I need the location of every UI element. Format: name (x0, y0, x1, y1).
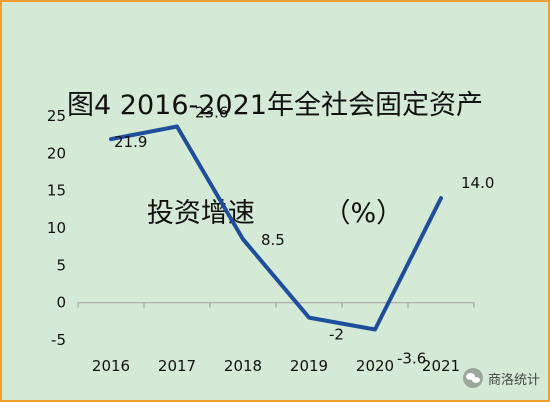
y-tick-label: 5 (56, 256, 66, 274)
x-axis: 2016 2017 2018 2019 2020 2021 (77, 302, 475, 375)
y-tick-label: -5 (51, 331, 66, 349)
chart-title: 图4 2016-2021年全社会固定资产 投资增速 （%） (2, 16, 548, 304)
x-tick-label: 2021 (422, 357, 460, 375)
y-tick-label: 20 (47, 144, 66, 162)
x-tick-label: 2016 (92, 357, 130, 375)
watermark-text: 商洛统计 (487, 372, 540, 388)
y-tick-label: 15 (47, 182, 66, 200)
chart-title-line2: 投资增速 （%） (146, 198, 404, 229)
data-label: 14.0 (461, 174, 494, 192)
x-tick-label: 2017 (158, 357, 196, 375)
y-tick-label: 10 (47, 219, 66, 237)
y-tick-label: 0 (56, 294, 66, 312)
data-label: -3.6 (397, 350, 426, 368)
data-labels: 21.9 23.6 8.5 -2 -3.6 14.0 (114, 103, 494, 367)
y-tick-label: 25 (47, 107, 66, 125)
x-tick-label: 2020 (356, 357, 394, 375)
wechat-icon (462, 368, 483, 388)
data-label: 23.6 (195, 103, 228, 121)
data-label: 8.5 (261, 231, 285, 249)
watermark: 商洛统计 (462, 368, 540, 388)
y-axis: -5 0 5 10 15 20 25 (47, 107, 66, 349)
chart-title-line1: 图4 2016-2021年全社会固定资产 (67, 90, 483, 121)
series-line (109, 124, 443, 332)
x-tick-label: 2018 (224, 357, 262, 375)
x-tick-label: 2019 (290, 357, 328, 375)
data-label: -2 (329, 326, 344, 344)
data-label: 21.9 (114, 133, 147, 151)
